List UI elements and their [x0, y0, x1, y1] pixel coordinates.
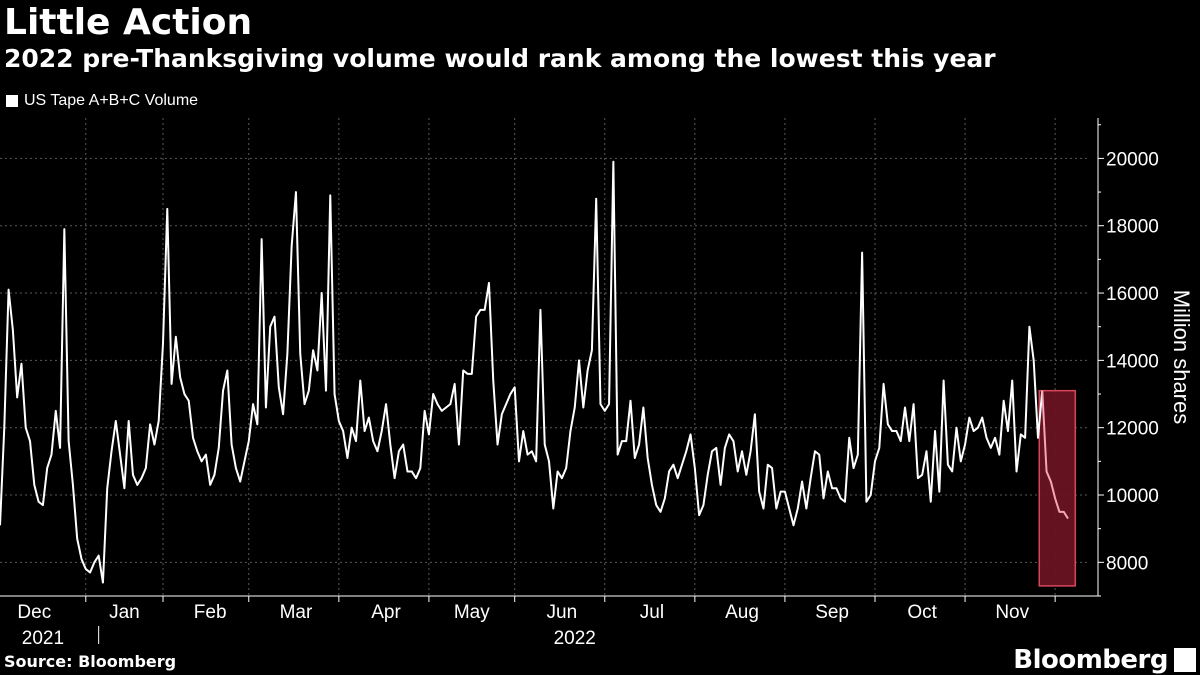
y-tick-label: 20000 [1106, 149, 1159, 170]
highlight-box [1038, 389, 1077, 587]
series-line [0, 160, 1044, 584]
x-tick-label: Mar [280, 602, 313, 623]
x-tick-label: Oct [907, 602, 937, 623]
y-tick-label: 10000 [1106, 486, 1159, 507]
brand-logo: Bloomberg [1013, 645, 1168, 675]
chart-title: Little Action [4, 2, 253, 43]
year-label: 2022 [554, 628, 596, 649]
y-tick-label: 8000 [1106, 553, 1148, 574]
y-tick-label: 14000 [1106, 351, 1159, 372]
legend: US Tape A+B+C Volume [6, 92, 198, 110]
y-tick-label: 12000 [1106, 419, 1159, 440]
legend-swatch [6, 95, 18, 107]
x-tick-label: Apr [371, 602, 401, 623]
year-label: 2021 [22, 628, 64, 649]
x-tick-label: Sep [815, 602, 849, 623]
x-tick-label: Feb [194, 602, 227, 623]
bloomberg-icon [1174, 648, 1196, 672]
legend-label: US Tape A+B+C Volume [24, 92, 199, 109]
x-tick-label: Jun [547, 602, 578, 623]
source-note: Source: Bloomberg [4, 652, 177, 671]
x-tick-label: Jan [109, 602, 140, 623]
x-tick-label: Dec [17, 602, 51, 623]
x-tick-label: May [454, 602, 490, 623]
series-line-highlighted [1041, 390, 1069, 520]
y-tick-label: 18000 [1106, 217, 1159, 238]
y-tick-label: 16000 [1106, 284, 1159, 305]
x-tick-label: Jul [640, 602, 664, 623]
chart-subtitle: 2022 pre-Thanksgiving volume would rank … [4, 44, 996, 73]
x-tick-label: Nov [995, 602, 1029, 623]
x-tick-label: Aug [725, 602, 759, 623]
y-axis-label: Million shares [1169, 290, 1194, 425]
